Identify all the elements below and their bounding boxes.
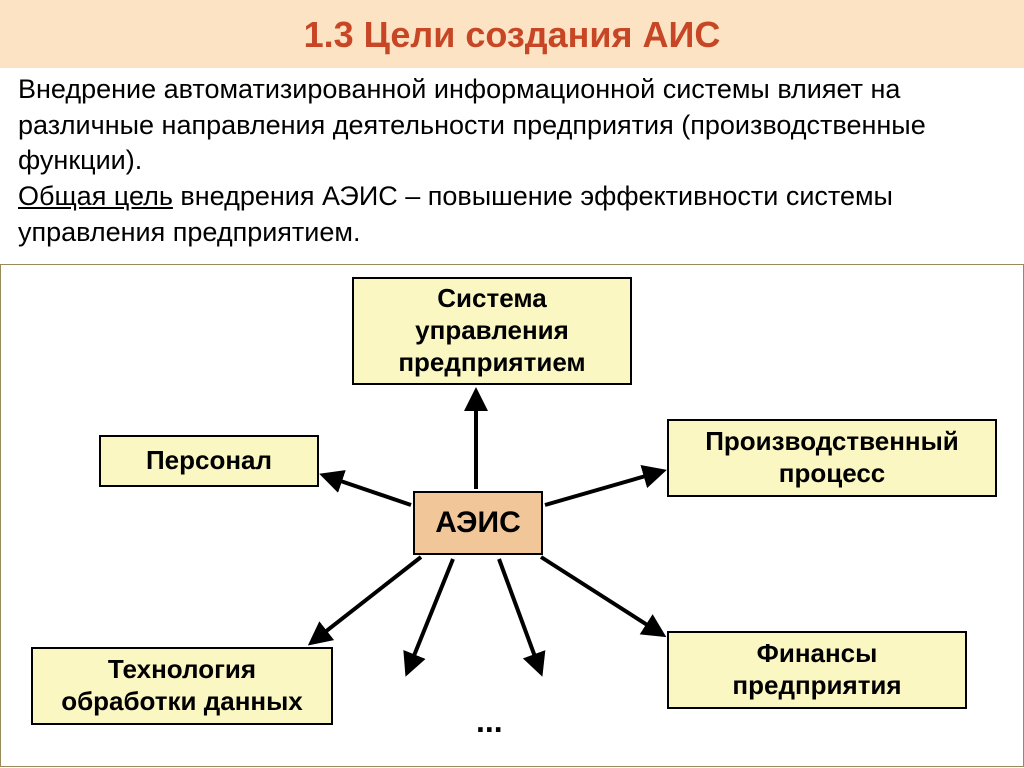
diagram: Система управления предприятием Персонал… — [0, 264, 1024, 767]
ellipsis: ... — [476, 703, 503, 740]
node-label: Технология обработки данных — [43, 654, 321, 717]
page-title: 1.3 Цели создания АИС — [0, 14, 1024, 56]
node-label: Производственный процесс — [679, 426, 985, 489]
node-finance: Финансы предприятия — [667, 631, 967, 709]
node-label: Финансы предприятия — [679, 638, 955, 701]
node-label: Персонал — [146, 445, 272, 477]
node-data-processing: Технология обработки данных — [31, 647, 333, 725]
node-personnel: Персонал — [99, 435, 319, 487]
intro-underline: Общая цель — [18, 181, 173, 211]
node-label: Система управления предприятием — [364, 283, 620, 378]
node-production: Производственный процесс — [667, 419, 997, 497]
node-center: АЭИС — [413, 491, 543, 555]
node-label: АЭИС — [435, 505, 521, 542]
title-bar: 1.3 Цели создания АИС — [0, 0, 1024, 68]
node-system-management: Система управления предприятием — [352, 277, 632, 385]
intro-line1: Внедрение автоматизированной информацион… — [18, 74, 926, 175]
intro-text: Внедрение автоматизированной информацион… — [0, 68, 1024, 250]
